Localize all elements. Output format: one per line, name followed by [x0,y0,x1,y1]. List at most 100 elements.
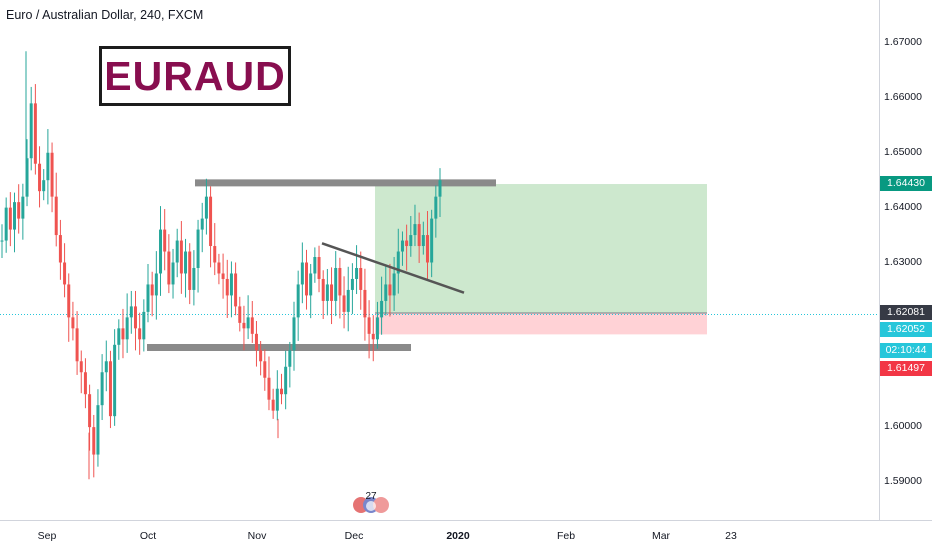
candle-body [238,306,242,323]
candle-body [279,388,283,395]
candle-body [108,361,112,417]
candle-body [75,328,79,362]
economic-events-icon[interactable]: 27 [352,490,390,516]
candle-body [117,328,121,345]
candle-body [342,295,346,312]
candle-body [321,278,325,301]
candle-body [263,361,267,378]
candle-body [317,257,321,279]
candle-body [129,306,133,318]
candle-body [200,218,204,230]
position-zones[interactable] [375,184,707,335]
candle-body [13,202,17,230]
candle-body [250,317,254,334]
candle-body [71,317,75,329]
candle-body [204,196,208,219]
candle-body [350,278,354,290]
x-tick-label: Dec [344,530,364,542]
candle-body [46,152,50,181]
candle-body [271,399,275,411]
candle-body [92,427,96,455]
candle-body [121,328,125,340]
descending-trendline[interactable] [321,242,465,294]
price-axis-label: 1.62052 [880,322,932,337]
candle-body [50,152,54,197]
candle-body [254,333,258,351]
candle-body [242,322,246,329]
candle-body [54,196,58,236]
candle-body [67,284,71,318]
candle-body [21,196,25,219]
candle-body [171,262,175,285]
candle-body [346,289,350,312]
candle-body [229,273,233,296]
y-tick-label: 1.65000 [884,145,922,158]
y-tick-label: 1.67000 [884,36,922,48]
candle-body [63,262,67,285]
candle-body [138,328,142,340]
x-tick-label: Oct [139,530,157,542]
x-tick-label: 2020 [446,530,470,542]
candle-body [371,333,375,340]
candle-body [384,284,388,301]
candle-body [338,267,342,296]
candle-body [192,267,196,290]
candle-body [0,240,4,242]
candle-body [4,207,8,241]
candle-body [8,207,12,230]
candle-body [380,300,384,318]
candle-body [88,394,92,428]
take-profit-zone[interactable] [375,184,707,313]
candle-body [246,317,250,329]
candle-body [425,235,429,263]
candle-body [309,273,313,296]
candle-body [209,196,213,247]
candle-body [225,278,229,296]
candle-body [221,273,225,279]
candle-body [417,224,421,247]
stop-loss-zone[interactable] [375,312,707,335]
candle-body [25,158,29,197]
trendline[interactable] [321,242,465,294]
candle-body [396,251,400,274]
candle-body [313,257,317,274]
symbol-label-box: EURAUD [99,46,291,106]
candle-body [150,284,154,296]
y-tick-label: 1.63000 [884,255,922,268]
candle-body [184,251,188,274]
x-tick-label: 23 [725,530,737,542]
candle-body [100,372,104,406]
candle-body [438,180,442,197]
candle-body [400,240,404,252]
x-tick-label: Sep [37,530,57,542]
chart-title: Euro / Australian Dollar, 240, FXCM [6,8,204,22]
candle-body [275,388,279,411]
candle-body [409,235,413,247]
candle-body [179,240,183,274]
candle-body [363,289,367,318]
candle-body [405,240,409,247]
candle-body [188,251,192,290]
candle-body [133,306,137,329]
candle-body [430,218,434,263]
candle-body [96,405,100,455]
events-count: 27 [365,491,377,502]
candle-body [330,284,334,301]
candle-body [292,317,296,351]
candle-body [163,229,167,252]
candle-body [175,240,179,263]
candle-series[interactable] [0,51,442,480]
symbol-label: EURAUD [104,52,286,99]
candle-body [325,284,329,301]
candle-body [288,350,292,367]
candle-body [300,262,304,285]
price-axis-label: 1.64430 [880,176,932,191]
candle-body [104,361,108,373]
candle-body [113,344,117,417]
candle-body [167,251,171,285]
level-lines[interactable] [0,179,880,352]
candle-body [234,273,238,307]
price-axis-label: 1.61497 [880,361,932,376]
